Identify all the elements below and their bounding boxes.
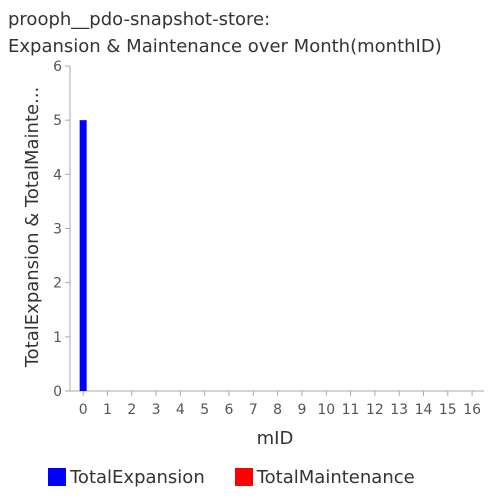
legend-swatch-maintenance — [234, 468, 253, 486]
bar-totalexpansion-0 — [79, 120, 87, 392]
x-tick-label: 14 — [415, 402, 433, 418]
y-tick-label: 0 — [53, 384, 62, 400]
legend: TotalExpansion TotalMaintenance — [48, 466, 445, 488]
x-tick-label: 3 — [152, 402, 161, 418]
x-tick-label: 12 — [366, 402, 384, 418]
y-tick-label: 1 — [53, 330, 62, 346]
axes — [65, 65, 484, 396]
y-tick-label: 3 — [53, 222, 62, 238]
x-tick-label: 11 — [342, 402, 360, 418]
x-tick-label: 1 — [103, 402, 112, 418]
y-tick-label: 6 — [53, 59, 62, 75]
legend-item-maintenance: TotalMaintenance — [234, 466, 415, 488]
x-tick-label: 13 — [390, 402, 408, 418]
y-tick-label: 5 — [53, 113, 62, 129]
x-tick-label: 5 — [200, 402, 209, 418]
x-tick-label: 7 — [249, 402, 258, 418]
y-tick-label: 2 — [53, 276, 62, 292]
x-tick-label: 4 — [176, 402, 185, 418]
legend-item-expansion: TotalExpansion — [48, 467, 205, 488]
legend-label-expansion: TotalExpansion — [70, 466, 205, 488]
x-tick-label: 0 — [79, 402, 88, 418]
legend-swatch-expansion — [48, 468, 66, 486]
x-tick-label: 8 — [273, 402, 282, 418]
chart-title-line-1: prooph__pdo-snapshot-store: — [8, 9, 271, 30]
x-tick-label: 6 — [225, 402, 234, 418]
legend-label-maintenance: TotalMaintenance — [256, 466, 415, 488]
x-tick-label: 2 — [127, 402, 136, 418]
x-axis-label: mID — [257, 428, 294, 449]
x-tick-label: 10 — [317, 402, 335, 418]
y-axis-label: TotalExpansion & TotalMainte... — [22, 87, 43, 369]
x-tick-label: 9 — [297, 402, 306, 418]
chart-title: prooph__pdo-snapshot-store: Expansion & … — [8, 6, 494, 60]
bars — [79, 120, 87, 392]
x-tick-label: 15 — [439, 402, 457, 418]
y-tick-label: 4 — [53, 167, 62, 183]
x-tick-label: 16 — [463, 402, 481, 418]
chart-title-line-2: Expansion & Maintenance over Month(month… — [8, 36, 442, 57]
